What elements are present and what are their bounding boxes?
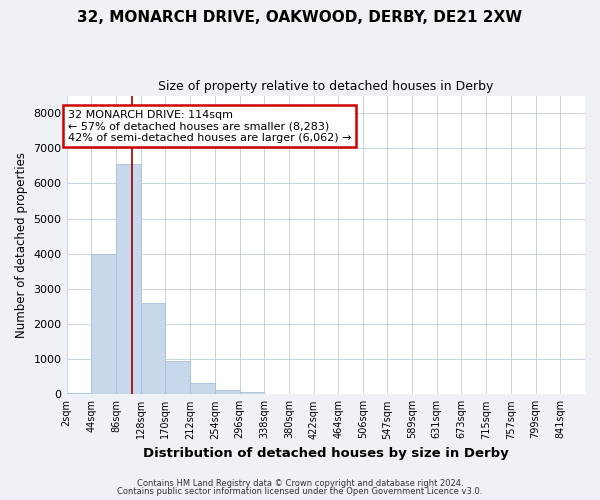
Bar [166, 361, 190, 394]
Bar [140, 303, 166, 394]
Bar [239, 392, 264, 394]
Y-axis label: Number of detached properties: Number of detached properties [15, 152, 28, 338]
Text: 32, MONARCH DRIVE, OAKWOOD, DERBY, DE21 2XW: 32, MONARCH DRIVE, OAKWOOD, DERBY, DE21 … [77, 10, 523, 25]
Bar [190, 383, 215, 394]
Bar [116, 164, 140, 394]
Bar [67, 392, 91, 394]
Bar [91, 254, 116, 394]
Bar [215, 390, 239, 394]
Text: 32 MONARCH DRIVE: 114sqm
← 57% of detached houses are smaller (8,283)
42% of sem: 32 MONARCH DRIVE: 114sqm ← 57% of detach… [68, 110, 351, 143]
X-axis label: Distribution of detached houses by size in Derby: Distribution of detached houses by size … [143, 447, 509, 460]
Text: Contains HM Land Registry data © Crown copyright and database right 2024.: Contains HM Land Registry data © Crown c… [137, 478, 463, 488]
Title: Size of property relative to detached houses in Derby: Size of property relative to detached ho… [158, 80, 493, 93]
Text: Contains public sector information licensed under the Open Government Licence v3: Contains public sector information licen… [118, 487, 482, 496]
